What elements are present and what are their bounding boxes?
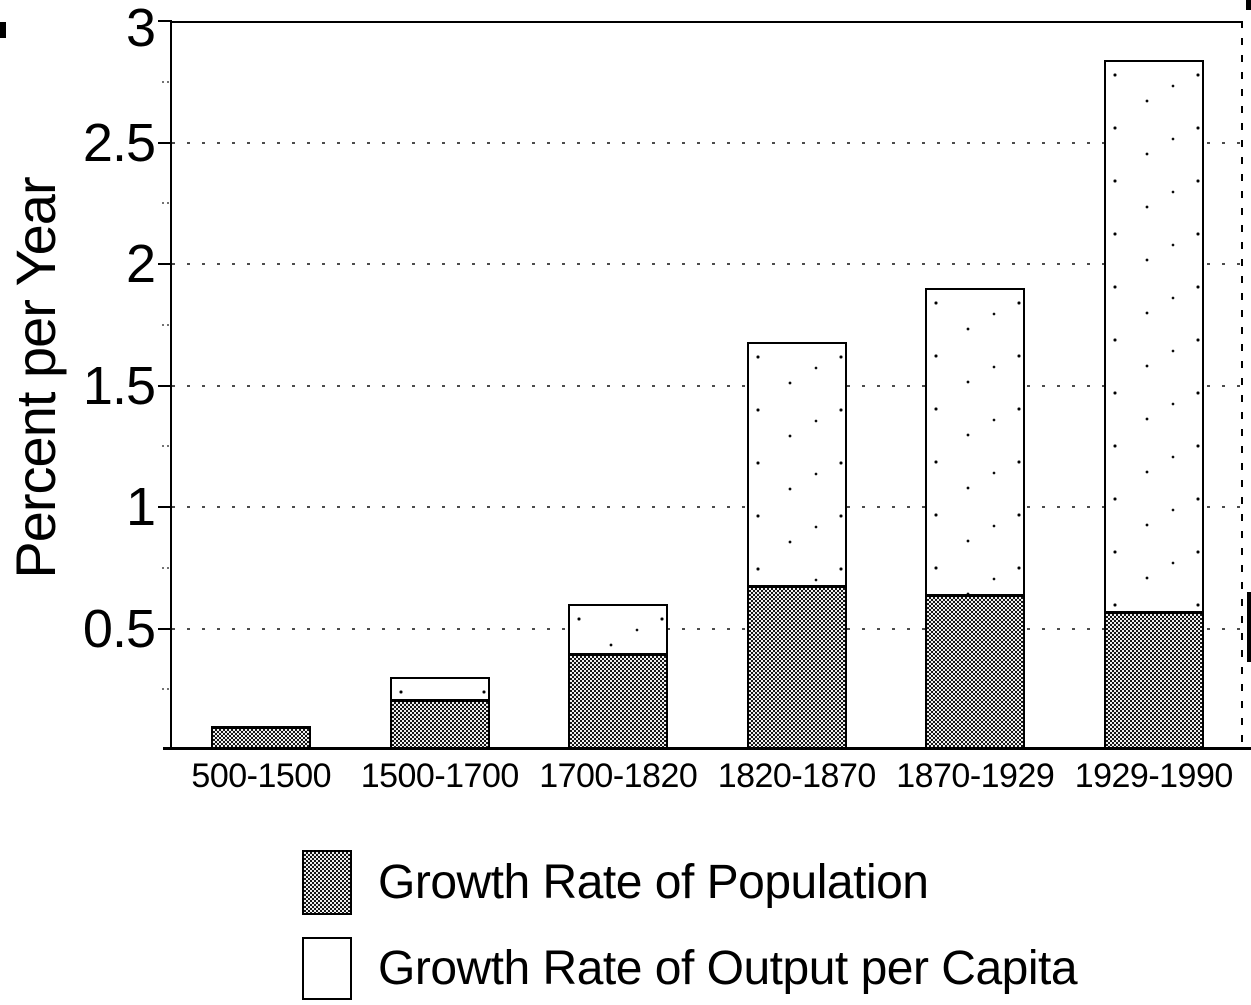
bar-segment-output-per-capita xyxy=(568,604,669,653)
legend-item-population: Growth Rate of Population xyxy=(302,850,929,915)
scan-artifact xyxy=(1246,0,1251,10)
gridline xyxy=(172,384,1241,387)
x-tick-label: 1929-1990 xyxy=(1074,757,1234,795)
bar-segment-output-per-capita xyxy=(389,677,490,699)
scan-artifact xyxy=(0,22,6,38)
y-axis-minor-tick xyxy=(162,323,170,326)
bar-segment-population xyxy=(1103,611,1204,750)
y-tick-label: 1 xyxy=(125,477,156,537)
y-axis-tick xyxy=(158,384,172,387)
bar-segment-population xyxy=(568,652,669,750)
bar-segment-output-per-capita xyxy=(746,341,847,585)
legend-swatch-population xyxy=(302,850,352,915)
y-axis-line xyxy=(170,21,172,750)
x-tick-label: 1700-1820 xyxy=(539,757,698,795)
legend-label-output-per-capita: Growth Rate of Output per Capita xyxy=(378,941,1078,995)
x-axis-line xyxy=(163,747,1251,750)
y-axis-minor-tick xyxy=(162,80,170,83)
y-axis-tick xyxy=(158,627,172,630)
bar-segment-population xyxy=(746,584,847,750)
y-axis-tick xyxy=(158,141,172,144)
plot-frame-top xyxy=(170,21,1243,23)
x-tick-label: 1500-1700 xyxy=(360,757,520,795)
y-tick-label: 1.5 xyxy=(82,355,156,416)
y-tick-label: 2 xyxy=(125,234,156,294)
bar-segment-output-per-capita xyxy=(925,288,1026,595)
legend-item-output-per-capita: Growth Rate of Output per Capita xyxy=(302,937,1078,1000)
scan-artifact xyxy=(1247,592,1251,662)
y-axis-tick xyxy=(158,506,172,508)
y-axis-minor-tick xyxy=(162,566,170,569)
bar-1820-1870 xyxy=(746,341,847,750)
bar-1929-1990 xyxy=(1103,59,1204,750)
bar-1870-1929 xyxy=(925,288,1026,750)
legend-label-population: Growth Rate of Population xyxy=(378,855,929,909)
y-axis-minor-tick xyxy=(162,202,170,205)
y-tick-label: 2.5 xyxy=(82,112,156,173)
bar-segment-population xyxy=(389,698,490,750)
plot-frame-right xyxy=(1241,21,1243,750)
y-axis-tick xyxy=(158,263,172,265)
gridline xyxy=(172,263,1241,265)
bar-segment-population xyxy=(925,594,1026,750)
y-axis-minor-tick xyxy=(162,688,170,691)
bar-segment-output-per-capita xyxy=(1103,59,1204,612)
x-tick-label: 1870-1929 xyxy=(896,757,1055,795)
y-axis-tick xyxy=(158,20,172,22)
y-tick-label: 3 xyxy=(125,0,156,58)
bar-500-1500 xyxy=(211,725,312,750)
gridline xyxy=(172,627,1241,630)
bar-1700-1820 xyxy=(568,604,669,750)
gridline xyxy=(172,141,1241,144)
x-tick-label: 500-1500 xyxy=(191,757,332,795)
bar-1500-1700 xyxy=(389,677,490,750)
legend-swatch-output-per-capita xyxy=(302,937,352,1000)
y-axis-minor-tick xyxy=(162,445,170,448)
y-tick-label: 0.5 xyxy=(82,598,156,659)
x-tick-label: 1820-1870 xyxy=(717,757,877,795)
bar-segment-population xyxy=(211,725,312,750)
gridline xyxy=(172,506,1241,508)
